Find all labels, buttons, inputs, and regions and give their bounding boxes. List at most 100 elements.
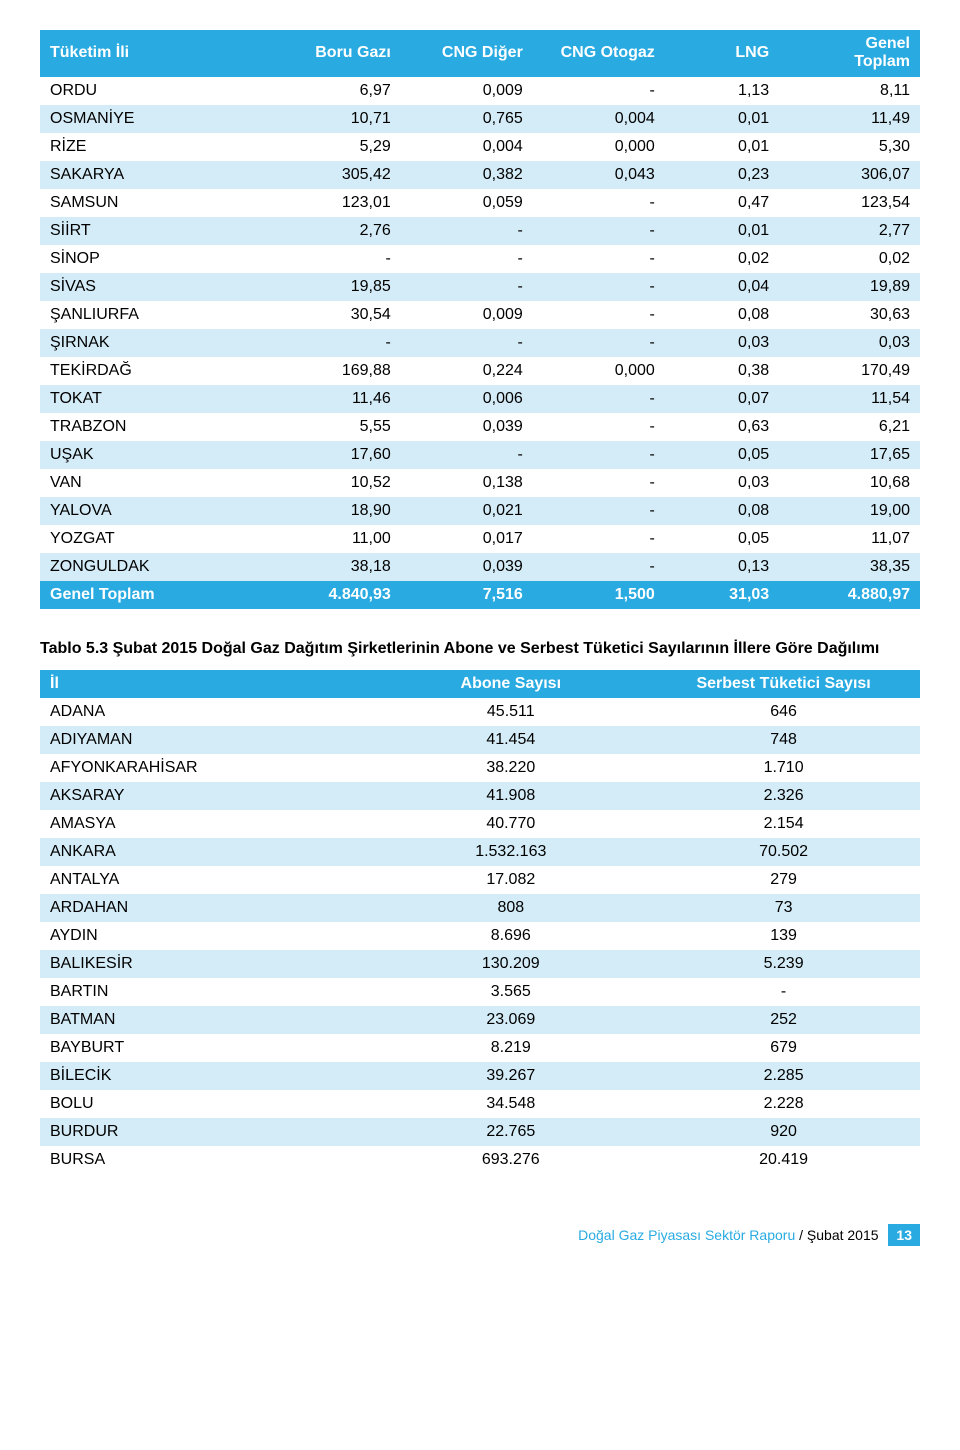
table-cell: 41.454 — [374, 726, 647, 754]
table-cell: BİLECİK — [40, 1062, 374, 1090]
table-row: YOZGAT11,000,017-0,0511,07 — [40, 525, 920, 553]
table-cell: 6,21 — [779, 413, 920, 441]
page-number: 13 — [888, 1224, 920, 1246]
table-cell: ZONGULDAK — [40, 553, 269, 581]
table-cell: 0,08 — [665, 301, 779, 329]
table-cell: - — [533, 469, 665, 497]
table-cell: AMASYA — [40, 810, 374, 838]
table-cell: TRABZON — [40, 413, 269, 441]
table-cell: 11,54 — [779, 385, 920, 413]
table-cell: 11,07 — [779, 525, 920, 553]
table-row: ADANA45.511646 — [40, 698, 920, 726]
table-cell: 38,35 — [779, 553, 920, 581]
column-header: GenelToplam — [779, 30, 920, 77]
table-cell: 0,039 — [401, 413, 533, 441]
table-cell: 1.710 — [647, 754, 920, 782]
table-header-row: İlAbone SayısıSerbest Tüketici Sayısı — [40, 670, 920, 698]
column-header: Tüketim İli — [40, 30, 269, 77]
table-row: BARTIN3.565- — [40, 978, 920, 1006]
table-cell: ADIYAMAN — [40, 726, 374, 754]
table-cell: 0,03 — [779, 329, 920, 357]
table-cell: - — [401, 329, 533, 357]
table-row: SAKARYA305,420,3820,0430,23306,07 — [40, 161, 920, 189]
table-cell: 5,30 — [779, 133, 920, 161]
table-cell: UŞAK — [40, 441, 269, 469]
table-cell: 130.209 — [374, 950, 647, 978]
table-cell: 2.285 — [647, 1062, 920, 1090]
table-cell: 0,05 — [665, 441, 779, 469]
table-cell: 305,42 — [269, 161, 401, 189]
table-cell: YOZGAT — [40, 525, 269, 553]
table2-caption: Tablo 5.3 Şubat 2015 Doğal Gaz Dağıtım Ş… — [40, 639, 920, 660]
table-cell: 0,017 — [401, 525, 533, 553]
table-cell: 22.765 — [374, 1118, 647, 1146]
footer-cell: 7,516 — [401, 581, 533, 609]
table-cell: 23.069 — [374, 1006, 647, 1034]
table-cell: 38.220 — [374, 754, 647, 782]
table-cell: 17,65 — [779, 441, 920, 469]
table-cell: 0,04 — [665, 273, 779, 301]
table-footer-row: Genel Toplam4.840,937,5161,50031,034.880… — [40, 581, 920, 609]
table-cell: 0,08 — [665, 497, 779, 525]
table-cell: 1,13 — [665, 77, 779, 105]
table-cell: OSMANİYE — [40, 105, 269, 133]
table-row: ŞIRNAK---0,030,03 — [40, 329, 920, 357]
table-cell: 5,55 — [269, 413, 401, 441]
column-header: İl — [40, 670, 374, 698]
table-cell: AKSARAY — [40, 782, 374, 810]
table-cell: 748 — [647, 726, 920, 754]
table-cell: 0,02 — [779, 245, 920, 273]
table-cell: 11,49 — [779, 105, 920, 133]
table-cell: 41.908 — [374, 782, 647, 810]
table-cell: 169,88 — [269, 357, 401, 385]
table-cell: 920 — [647, 1118, 920, 1146]
publication-title: Doğal Gaz Piyasası Sektör Raporu — [578, 1227, 795, 1243]
table-cell: BARTIN — [40, 978, 374, 1006]
table-cell: 139 — [647, 922, 920, 950]
footer-cell: 1,500 — [533, 581, 665, 609]
table-cell: - — [401, 273, 533, 301]
table-cell: - — [533, 273, 665, 301]
table-cell: 0,021 — [401, 497, 533, 525]
table-cell: - — [533, 245, 665, 273]
table-cell: BALIKESİR — [40, 950, 374, 978]
table-cell: - — [533, 413, 665, 441]
table-cell: ŞANLIURFA — [40, 301, 269, 329]
table-row: SAMSUN123,010,059-0,47123,54 — [40, 189, 920, 217]
table-cell: 5,29 — [269, 133, 401, 161]
table-row: OSMANİYE10,710,7650,0040,0111,49 — [40, 105, 920, 133]
footer-cell: 4.840,93 — [269, 581, 401, 609]
table-cell: BOLU — [40, 1090, 374, 1118]
table-cell: - — [533, 553, 665, 581]
table-cell: - — [533, 301, 665, 329]
table-cell: - — [533, 525, 665, 553]
table-cell: SİVAS — [40, 273, 269, 301]
table-cell: 10,71 — [269, 105, 401, 133]
table-cell: 0,01 — [665, 133, 779, 161]
table-cell: ARDAHAN — [40, 894, 374, 922]
table-cell: 2.326 — [647, 782, 920, 810]
table-cell: 0,05 — [665, 525, 779, 553]
table-cell: 8,11 — [779, 77, 920, 105]
table-cell: 123,54 — [779, 189, 920, 217]
table-cell: 0,23 — [665, 161, 779, 189]
table-row: BOLU34.5482.228 — [40, 1090, 920, 1118]
table-row: SİNOP---0,020,02 — [40, 245, 920, 273]
table-row: VAN10,520,138-0,0310,68 — [40, 469, 920, 497]
table-cell: 0,765 — [401, 105, 533, 133]
table-cell: - — [269, 245, 401, 273]
table-cell: 0,000 — [533, 133, 665, 161]
table-cell: 10,68 — [779, 469, 920, 497]
table-cell: 0,039 — [401, 553, 533, 581]
table-cell: - — [401, 441, 533, 469]
table-cell: - — [533, 385, 665, 413]
table-cell: 0,006 — [401, 385, 533, 413]
table-cell: ANKARA — [40, 838, 374, 866]
table-cell: 19,00 — [779, 497, 920, 525]
table-cell: - — [401, 245, 533, 273]
table-cell: RİZE — [40, 133, 269, 161]
table-cell: 0,004 — [401, 133, 533, 161]
table-cell: 11,46 — [269, 385, 401, 413]
table-row: ŞANLIURFA30,540,009-0,0830,63 — [40, 301, 920, 329]
table-cell: 0,224 — [401, 357, 533, 385]
